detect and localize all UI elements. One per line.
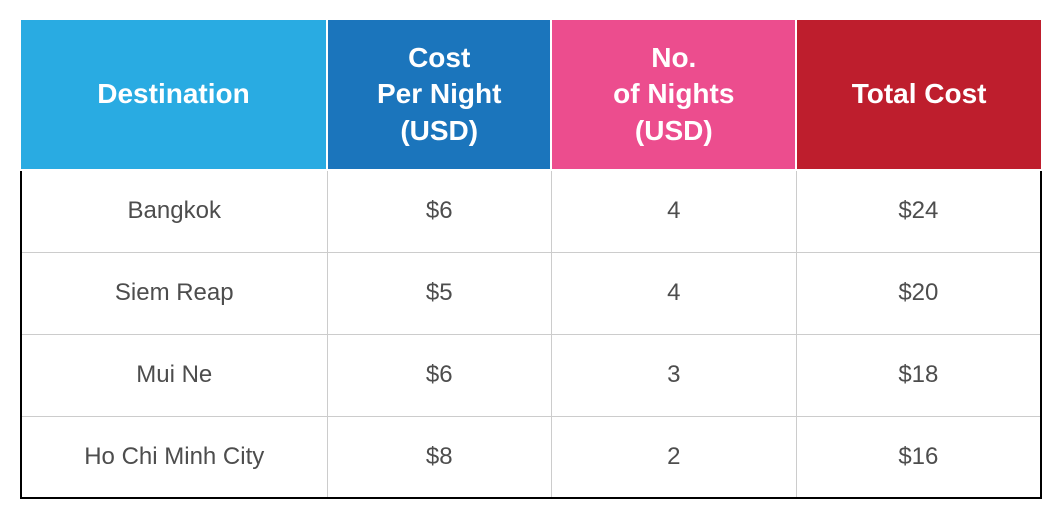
cell-nights: 3 <box>551 334 796 416</box>
cell-total: $16 <box>796 416 1041 498</box>
cell-destination: Ho Chi Minh City <box>21 416 327 498</box>
cell-total: $20 <box>796 252 1041 334</box>
col-header-destination: Destination <box>21 20 327 170</box>
table-row: Ho Chi Minh City $8 2 $16 <box>21 416 1041 498</box>
col-header-cost-per-night: CostPer Night(USD) <box>327 20 551 170</box>
cell-cost-per-night: $6 <box>327 334 551 416</box>
cell-cost-per-night: $6 <box>327 170 551 252</box>
cell-cost-per-night: $5 <box>327 252 551 334</box>
table-body: Bangkok $6 4 $24 Siem Reap $5 4 $20 Mui … <box>21 170 1041 498</box>
cell-cost-per-night: $8 <box>327 416 551 498</box>
col-header-nights: No.of Nights(USD) <box>551 20 796 170</box>
cost-table: Destination CostPer Night(USD) No.of Nig… <box>20 20 1042 499</box>
col-header-total-cost: Total Cost <box>796 20 1041 170</box>
cell-destination: Bangkok <box>21 170 327 252</box>
cell-destination: Mui Ne <box>21 334 327 416</box>
cell-total: $18 <box>796 334 1041 416</box>
cell-nights: 2 <box>551 416 796 498</box>
cost-table-container: Destination CostPer Night(USD) No.of Nig… <box>20 20 1042 499</box>
cell-nights: 4 <box>551 252 796 334</box>
cell-destination: Siem Reap <box>21 252 327 334</box>
table-row: Siem Reap $5 4 $20 <box>21 252 1041 334</box>
table-header-row: Destination CostPer Night(USD) No.of Nig… <box>21 20 1041 170</box>
table-row: Bangkok $6 4 $24 <box>21 170 1041 252</box>
cell-total: $24 <box>796 170 1041 252</box>
cell-nights: 4 <box>551 170 796 252</box>
table-row: Mui Ne $6 3 $18 <box>21 334 1041 416</box>
